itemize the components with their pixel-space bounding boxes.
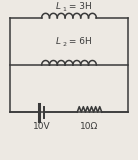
Text: L: L — [56, 37, 61, 46]
Text: 10Ω: 10Ω — [80, 122, 99, 131]
Text: = 6H: = 6H — [66, 37, 92, 46]
Text: 2: 2 — [62, 42, 66, 47]
Text: = 3H: = 3H — [66, 2, 92, 11]
Text: 1: 1 — [62, 7, 66, 12]
Text: 10V: 10V — [33, 122, 51, 131]
Text: L: L — [56, 2, 61, 11]
